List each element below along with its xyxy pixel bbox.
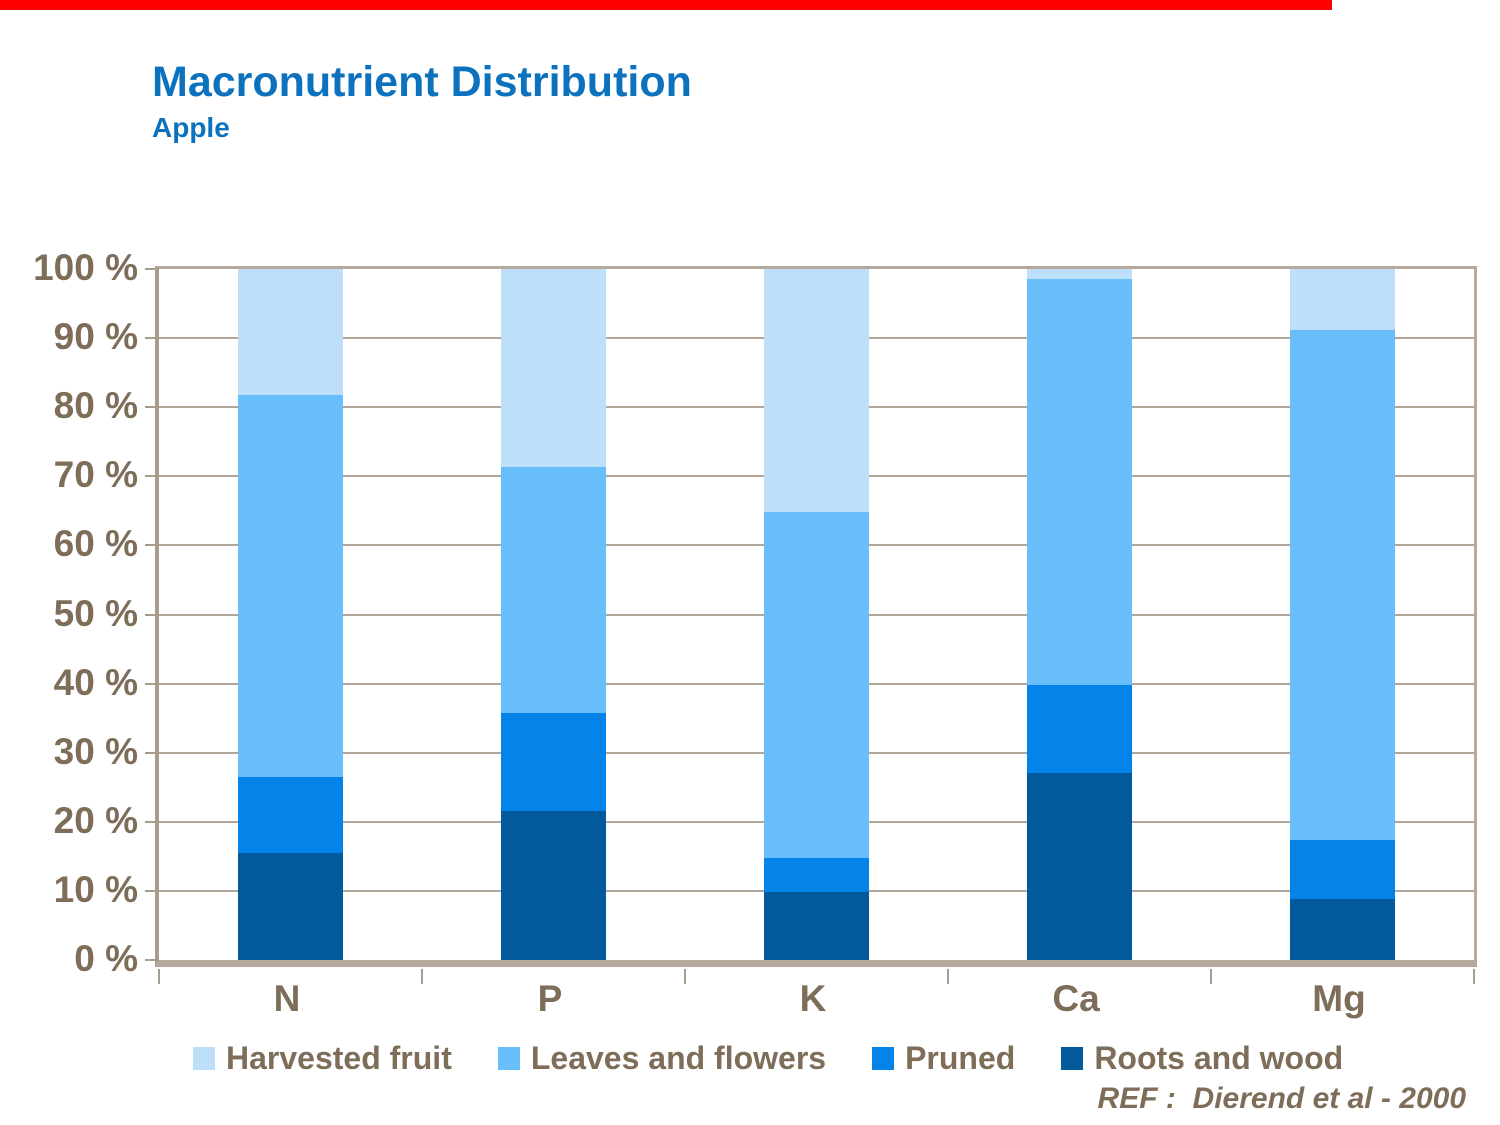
x-axis-tick-label: K — [799, 978, 827, 1019]
bar-segment — [238, 395, 343, 777]
y-axis-tick-label: 40 % — [53, 661, 138, 703]
y-tick — [145, 475, 159, 478]
bar-segment — [501, 466, 606, 713]
bar-segment — [501, 811, 606, 960]
reference-text: REF : Dierend et al - 2000 — [1097, 1082, 1466, 1115]
y-axis-labels: 0 % 10 % 20 % 30 % 40 % 50 % 60 % 70 % 80 % 90 % 1… — [0, 0, 138, 1125]
y-axis-tick-label: 70 % — [53, 454, 138, 496]
bar-segment — [764, 269, 869, 513]
legend-item: Roots and wood — [1061, 1040, 1343, 1077]
legend-swatch-icon — [497, 1047, 520, 1070]
x-axis-tick-label: Ca — [1052, 978, 1100, 1019]
chart-title: Macronutrient Distribution — [152, 58, 692, 106]
y-axis-tick-label: 90 % — [53, 316, 138, 358]
bar-Mg — [1290, 269, 1395, 960]
y-tick — [145, 959, 159, 961]
x-tick — [1210, 969, 1212, 984]
y-axis-tick-label: 80 % — [53, 385, 138, 427]
legend-label: Roots and wood — [1094, 1040, 1344, 1076]
bar-segment — [1290, 839, 1395, 900]
y-tick — [145, 820, 159, 823]
bar-segment — [1290, 329, 1395, 840]
legend-item: Harvested fruit — [193, 1040, 452, 1077]
bar-segment — [1027, 278, 1132, 685]
legend: Harvested fruit Leaves and flowers Pruned R… — [193, 1040, 1343, 1077]
bar-segment — [501, 269, 606, 467]
bar-segment — [238, 852, 343, 960]
plot-area — [145, 266, 1477, 984]
top-accent-bar — [0, 0, 1332, 10]
y-axis-tick-label: 50 % — [53, 592, 138, 634]
y-tick — [145, 889, 159, 892]
bar-segment — [1027, 269, 1132, 279]
bar-segment — [238, 269, 343, 396]
bar-Ca — [1027, 269, 1132, 960]
y-tick — [145, 406, 159, 409]
y-tick — [145, 544, 159, 547]
bar-segment — [501, 712, 606, 812]
y-axis-tick-label: 60 % — [53, 523, 138, 565]
x-tick — [947, 969, 949, 984]
y-tick — [145, 337, 159, 340]
bar-segment — [764, 512, 869, 858]
x-axis-tick-label: Mg — [1312, 978, 1366, 1019]
bar-segment — [1290, 269, 1395, 330]
x-axis-tick-label: P — [537, 978, 563, 1019]
x-tick — [421, 969, 423, 984]
bar-segment — [238, 776, 343, 853]
x-axis-tick-label: N — [273, 978, 301, 1019]
legend-item: Leaves and flowers — [497, 1040, 827, 1077]
bar-segment — [764, 857, 869, 893]
bar-K — [764, 269, 869, 960]
legend-label: Pruned — [905, 1040, 1016, 1076]
legend-swatch-icon — [1061, 1047, 1084, 1070]
bar-P — [501, 269, 606, 960]
bar-segment — [1290, 899, 1395, 960]
x-tick — [158, 969, 160, 984]
bar-N — [238, 269, 343, 960]
y-tick — [145, 751, 159, 754]
legend-label: Harvested fruit — [226, 1040, 452, 1076]
bar-segment — [1027, 685, 1132, 774]
y-tick — [145, 613, 159, 616]
bar-segment — [764, 892, 869, 960]
chart-subtitle: Apple — [152, 112, 230, 143]
legend-swatch-icon — [872, 1047, 895, 1070]
y-tick — [145, 682, 159, 685]
x-tick — [684, 969, 686, 984]
y-axis-tick-label: 0 % — [74, 938, 138, 979]
y-axis-tick-label: 100 % — [33, 247, 138, 288]
y-axis-tick-label: 10 % — [53, 868, 138, 910]
legend-label: Leaves and flowers — [530, 1040, 827, 1076]
y-axis-tick-label: 20 % — [53, 799, 138, 841]
legend-item: Pruned — [872, 1040, 1015, 1077]
bar-segment — [1027, 773, 1132, 960]
x-tick — [1473, 969, 1475, 984]
y-axis-tick-label: 30 % — [53, 730, 138, 772]
legend-swatch-icon — [193, 1047, 215, 1070]
y-tick — [145, 268, 159, 270]
